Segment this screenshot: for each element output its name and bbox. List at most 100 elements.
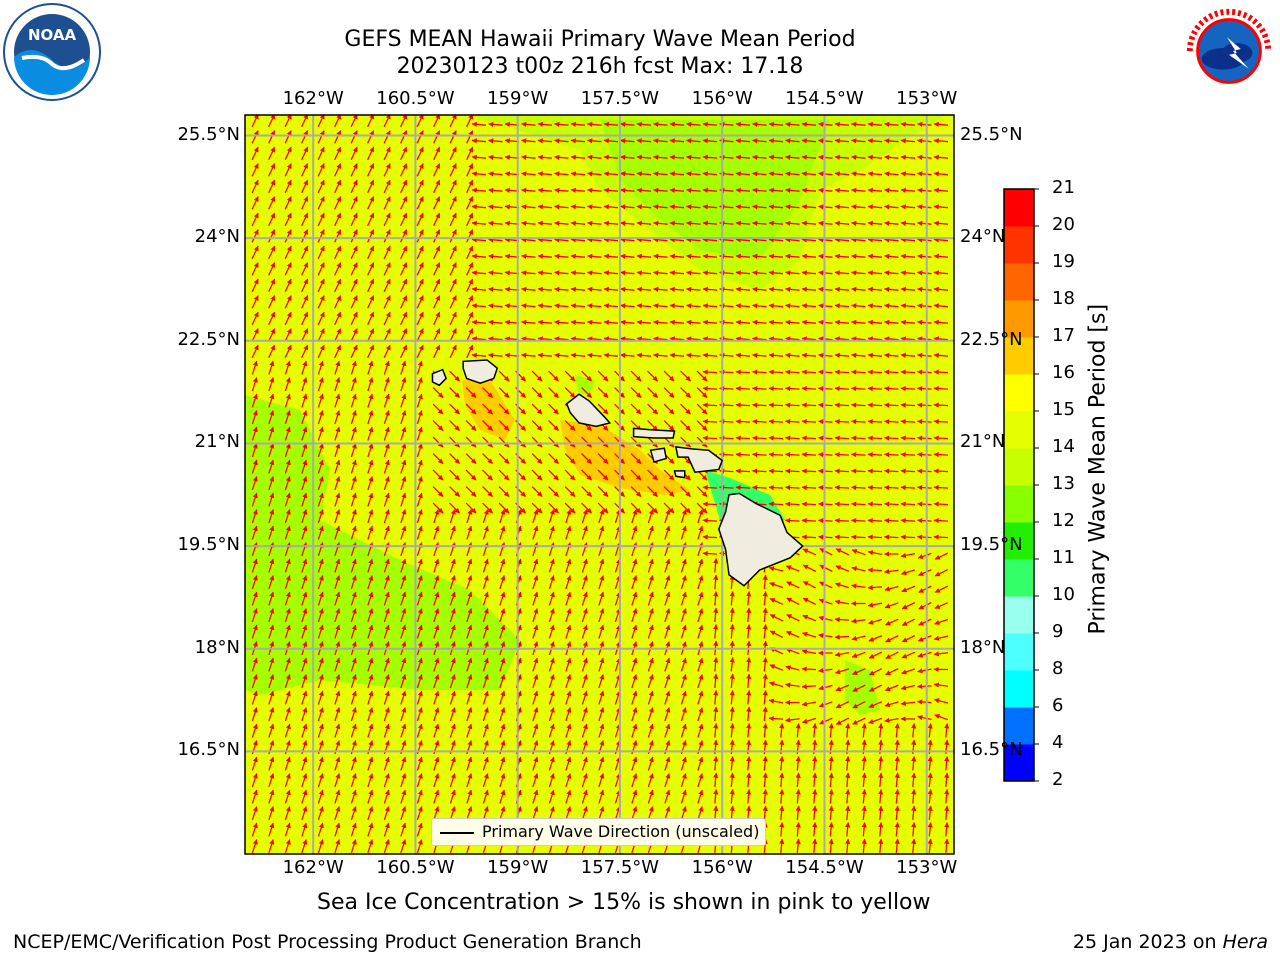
wave-direction-arrow — [603, 270, 619, 276]
wave-direction-arrow — [834, 484, 850, 491]
wave-direction-arrow — [301, 328, 309, 342]
wave-direction-arrow — [301, 179, 309, 194]
wave-direction-arrow — [867, 369, 883, 375]
wave-direction-arrow — [317, 163, 325, 177]
wave-direction-arrow — [251, 295, 259, 309]
wave-direction-arrow — [785, 352, 800, 358]
wave-direction-arrow — [504, 121, 520, 127]
colorbar-tick-label: 17 — [1052, 325, 1075, 346]
wave-direction-arrow — [620, 237, 635, 243]
wave-direction-arrow — [367, 229, 375, 243]
wave-direction-arrow — [735, 204, 751, 210]
wave-direction-arrow — [735, 237, 751, 243]
wave-direction-arrow — [801, 171, 817, 177]
wave-direction-arrow — [834, 517, 850, 524]
wave-direction-arrow — [785, 303, 800, 309]
wave-direction-arrow — [818, 154, 833, 160]
wave-direction-arrow — [466, 196, 474, 210]
wave-direction-arrow — [587, 138, 602, 144]
wave-direction-arrow — [383, 245, 391, 260]
wave-direction-arrow — [350, 311, 358, 326]
wave-direction-arrow — [334, 196, 342, 210]
lat-label-left: 19.5°N — [177, 534, 240, 556]
wave-direction-arrow — [851, 319, 866, 325]
wave-direction-arrow — [268, 229, 276, 243]
wave-direction-arrow — [603, 138, 619, 144]
wave-direction-arrow — [702, 286, 718, 292]
wave-direction-arrow — [620, 286, 635, 292]
wave-direction-arrow — [554, 204, 569, 210]
wave-direction-arrow — [851, 237, 866, 243]
colorbar-segment — [1004, 189, 1034, 227]
wave-direction-arrow — [917, 418, 932, 425]
wave-direction-arrow — [334, 245, 342, 260]
wave-direction-arrow — [620, 138, 635, 144]
lat-label-right: 18°N — [960, 636, 1006, 658]
wave-direction-arrow — [466, 295, 474, 309]
colorbar-tick-label: 21 — [1052, 177, 1075, 198]
wave-direction-arrow — [521, 204, 536, 210]
wave-direction-arrow — [768, 402, 784, 408]
wave-direction-arrow — [317, 212, 325, 227]
wave-direction-arrow — [570, 270, 586, 276]
lat-label-left: 24°N — [194, 226, 240, 248]
wave-direction-arrow — [884, 517, 899, 524]
wave-direction-arrow — [785, 220, 800, 226]
wave-direction-arrow — [284, 262, 292, 276]
wave-direction-arrow — [768, 138, 784, 144]
wave-direction-arrow — [636, 220, 652, 226]
wave-direction-arrow — [449, 130, 457, 144]
wave-direction-arrow — [801, 253, 817, 259]
wave-direction-arrow — [416, 360, 423, 375]
wave-direction-arrow — [785, 369, 800, 375]
wave-direction-arrow — [917, 435, 932, 441]
wave-direction-arrow — [933, 138, 949, 144]
wave-direction-arrow — [449, 262, 457, 276]
wave-direction-arrow — [851, 220, 866, 226]
wave-direction-arrow — [504, 220, 520, 226]
wave-direction-arrow — [834, 451, 850, 458]
wave-direction-arrow — [752, 336, 767, 342]
wave-direction-arrow — [449, 196, 457, 210]
wave-direction-arrow — [301, 130, 309, 144]
wave-direction-arrow — [400, 130, 408, 144]
wave-direction-arrow — [801, 369, 817, 375]
wave-direction-arrow — [603, 319, 619, 325]
wave-direction-arrow — [570, 121, 586, 127]
wave-direction-arrow — [251, 115, 259, 128]
wave-direction-arrow — [768, 319, 784, 325]
wave-direction-arrow — [818, 204, 833, 210]
wave-direction-arrow — [669, 237, 685, 243]
wave-direction-arrow — [636, 286, 652, 292]
wave-direction-arrow — [702, 435, 718, 441]
wave-direction-arrow — [735, 402, 751, 408]
wave-direction-arrow — [917, 534, 932, 540]
wave-direction-arrow — [620, 204, 635, 210]
wave-direction-arrow — [251, 262, 259, 276]
wave-direction-arrow — [702, 402, 718, 408]
wave-direction-arrow — [735, 303, 751, 309]
wave-direction-arrow — [768, 220, 784, 226]
wave-direction-arrow — [917, 220, 932, 226]
wave-direction-arrow — [900, 237, 916, 243]
wave-direction-arrow — [350, 196, 358, 210]
wave-direction-arrow — [537, 303, 553, 309]
wave-direction-arrow — [785, 237, 800, 243]
wave-direction-arrow — [768, 286, 784, 292]
wave-direction-arrow — [884, 121, 899, 127]
wave-direction-arrow — [785, 286, 800, 292]
wave-direction-arrow — [603, 220, 619, 226]
footer-producer: NCEP/EMC/Verification Post Processing Pr… — [13, 931, 642, 953]
wave-direction-arrow — [686, 253, 701, 259]
wave-direction-arrow — [884, 385, 899, 392]
wave-direction-arrow — [636, 303, 652, 309]
wave-direction-arrow — [735, 336, 751, 342]
lat-label-left: 21°N — [194, 431, 240, 453]
wave-direction-arrow — [587, 121, 602, 127]
wave-direction-arrow — [686, 121, 701, 127]
wave-direction-arrow — [620, 319, 635, 325]
wave-direction-arrow — [554, 154, 569, 160]
wave-direction-arrow — [933, 187, 949, 193]
wave-direction-arrow — [471, 171, 487, 177]
